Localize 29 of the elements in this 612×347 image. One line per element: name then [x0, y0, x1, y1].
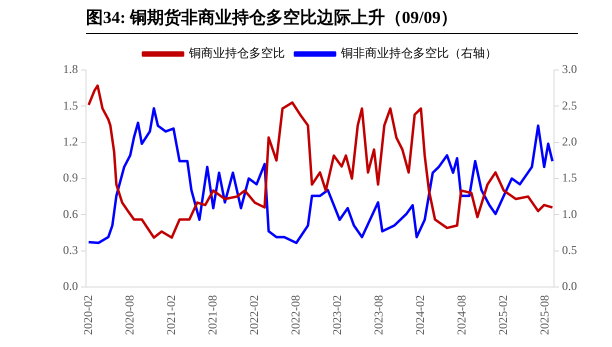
x-tick-label: 2025-02 [496, 295, 510, 336]
y-tick-label: 1.2 [63, 134, 78, 148]
chart-title: 图34: 铜期货非商业持仓多空比边际上升（09/09） [86, 6, 578, 34]
y2-tick-label: 2.0 [562, 134, 577, 148]
y2-tick-label: 0.0 [562, 279, 577, 294]
y2-tick-label: 3.0 [562, 62, 577, 76]
legend-label: 铜商业持仓多空比 [188, 46, 285, 60]
x-tick-label: 2022-08 [288, 295, 302, 336]
x-tick-label: 2024-08 [454, 295, 469, 336]
y-tick-label: 1.5 [63, 98, 78, 112]
y2-tick-label: 1.5 [562, 170, 577, 185]
x-tick-label: 2023-08 [372, 295, 386, 336]
y2-tick-label: 0.5 [562, 242, 577, 257]
y-tick-label: 0.9 [63, 170, 78, 185]
y-tick-label: 0.0 [63, 279, 78, 294]
x-tick-label: 2021-02 [164, 295, 178, 336]
x-tick-label: 2022-02 [246, 295, 261, 336]
y-tick-label: 0.6 [63, 206, 78, 221]
y2-tick-label: 1.0 [562, 206, 577, 221]
y-tick-label: 0.3 [63, 242, 78, 257]
x-tick-label: 2021-08 [205, 295, 220, 336]
legend-label: 铜非商业持仓多空比（右轴） [340, 46, 497, 60]
x-tick-label: 2025-08 [538, 295, 552, 336]
y-tick-label: 1.8 [63, 62, 78, 76]
y2-tick-label: 2.5 [562, 98, 577, 112]
x-tick-label: 2023-02 [330, 295, 344, 336]
x-tick-label: 2024-02 [413, 295, 428, 336]
x-tick-label: 2020-02 [80, 295, 95, 336]
x-tick-label: 2020-08 [122, 295, 136, 336]
